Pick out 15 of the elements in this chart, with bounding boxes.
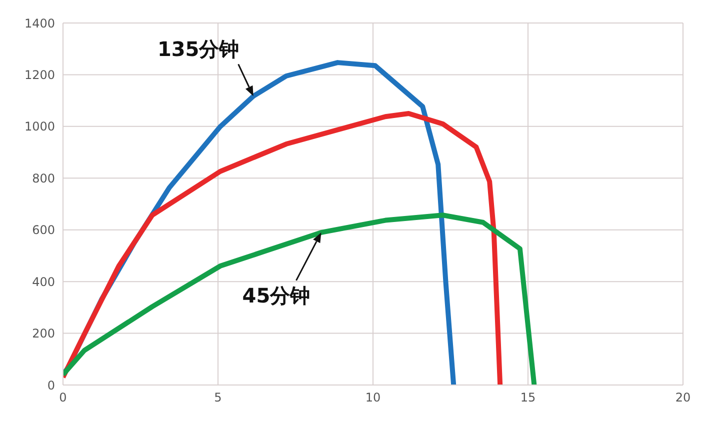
y-tick-label: 1400 (24, 16, 55, 30)
y-tick-label: 200 (32, 326, 55, 341)
y-tick-label: 1200 (24, 68, 55, 82)
x-tick-label: 10 (365, 390, 381, 405)
y-tick-label: 800 (32, 171, 55, 186)
x-tick-label: 0 (59, 390, 67, 405)
x-tick-label: 15 (520, 390, 536, 405)
x-tick-label: 20 (675, 390, 691, 405)
x-tick-label: 5 (214, 390, 222, 405)
y-tick-label: 400 (32, 274, 55, 289)
annotation: 135分钟 (157, 37, 240, 62)
annotation: 45分钟 (242, 283, 310, 308)
y-tick-label: 1000 (24, 120, 55, 134)
y-tick-label: 600 (32, 223, 55, 238)
y-tick-label: 0 (47, 378, 55, 392)
